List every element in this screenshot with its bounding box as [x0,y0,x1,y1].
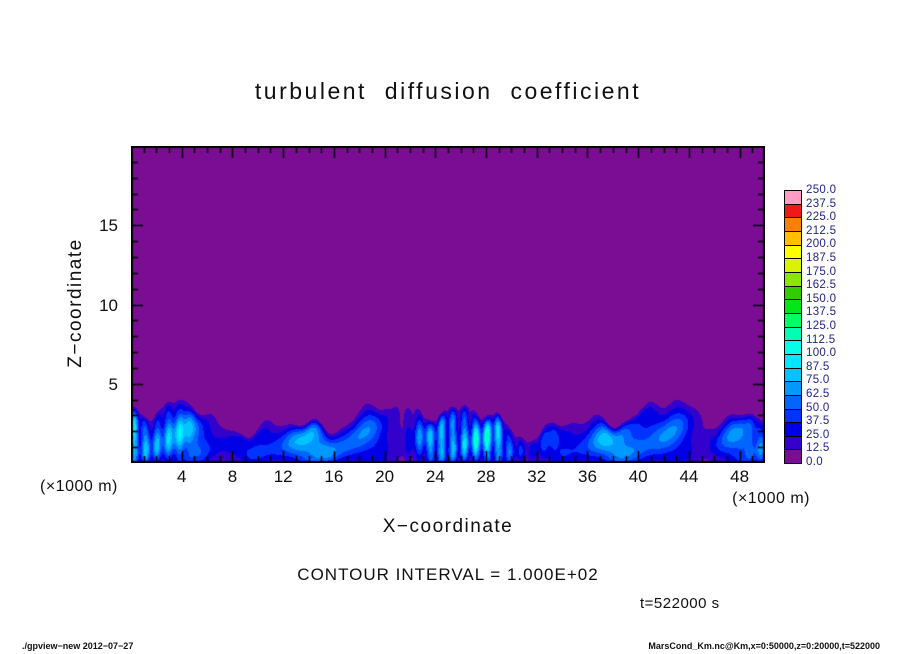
footer-source: MarsCond_Km.nc@Km,x=0:50000,z=0:20000,t=… [648,641,880,651]
y-tick-label: 10 [99,295,118,315]
colorbar-label: 225.0 [806,211,837,224]
contour-interval-note: CONTOUR INTERVAL = 1.000E+02 [297,565,599,584]
colorbar-label: 150.0 [806,292,837,305]
x-axis-units: (×1000 m) [732,490,810,507]
y-tick-labels: 5 10 15 [0,146,124,463]
contour-plot-canvas [131,146,765,463]
x-tick-label: 12 [273,467,293,486]
colorbar-cell [785,341,801,355]
colorbar-cell [785,354,801,369]
colorbar-cell [785,300,801,314]
colorbar-label: 25.0 [806,428,830,441]
colorbar-label: 137.5 [806,306,837,319]
y-tick-label: 5 [108,374,118,394]
colorbar-cell [785,272,801,287]
colorbar-cell [785,450,801,464]
colorbar-label: 62.5 [806,388,830,400]
colorbar-cell [785,368,801,383]
colorbar-cell [785,423,801,437]
colorbar-label: 112.5 [806,333,836,346]
colorbar-label: 162.5 [806,279,837,292]
x-tick-label: 20 [375,467,395,486]
x-tick-label: 44 [679,467,699,486]
colorbar-label: 237.5 [806,197,837,210]
x-tick-label: 4 [176,467,187,486]
colorbar-label: 250.0 [806,184,837,196]
colorbar-label: 37.5 [806,415,830,428]
x-tick-label: 36 [578,467,597,486]
colorbar-label: 87.5 [806,360,830,373]
x-tick-label: 16 [324,467,344,486]
colorbar-cell [785,313,801,328]
x-axis-label: X−coordinate [382,516,514,537]
x-tick-label: 8 [227,467,238,486]
colorbar-cell [785,204,801,219]
x-tick-label: 32 [527,467,547,486]
x-tick-label: 40 [628,467,648,486]
time-annotation: t=522000 s [640,595,720,612]
colorbar-cell [785,436,801,451]
colorbar-cell [785,231,801,246]
footer-command: ./gpview−new 2012−07−27 [22,641,134,651]
colorbar-label: 75.0 [806,374,830,387]
colorbar-cell [785,259,801,273]
colorbar-cell [785,245,801,260]
colorbar-label: 0.0 [806,456,823,468]
colorbar-cell [785,395,801,410]
colorbar-cell [785,382,801,396]
x-tick-label: 48 [730,467,750,486]
x-tick-label: 28 [476,467,496,486]
colorbar-cell [785,286,801,301]
colorbar-cell [785,327,801,342]
colorbar-cell [785,409,801,424]
colorbar-labels: 250.0 237.5 225.0 212.5 200.0 187.5 175.0 162.5… [806,184,866,467]
colorbar-label: 200.0 [806,238,837,251]
y-axis-units: (×1000 m) [40,478,118,495]
colorbar-cell [785,218,801,232]
x-tick-label: 24 [425,467,445,486]
colorbar-label: 50.0 [806,401,830,414]
chart-title: turbulent diffusion coefficient [254,78,642,104]
colorbar-label: 100.0 [806,347,837,360]
colorbar-label: 12.5 [806,442,830,455]
colorbar [784,190,802,464]
colorbar-cell [785,191,801,205]
colorbar-label: 212.5 [806,224,837,237]
x-tick-labels: 4 8 12 16 20 24 28 32 36 40 44 48 [131,467,765,487]
colorbar-label: 175.0 [806,265,837,278]
colorbar-label: 187.5 [806,252,837,264]
colorbar-label: 125.0 [806,320,837,332]
y-tick-label: 15 [99,216,118,236]
